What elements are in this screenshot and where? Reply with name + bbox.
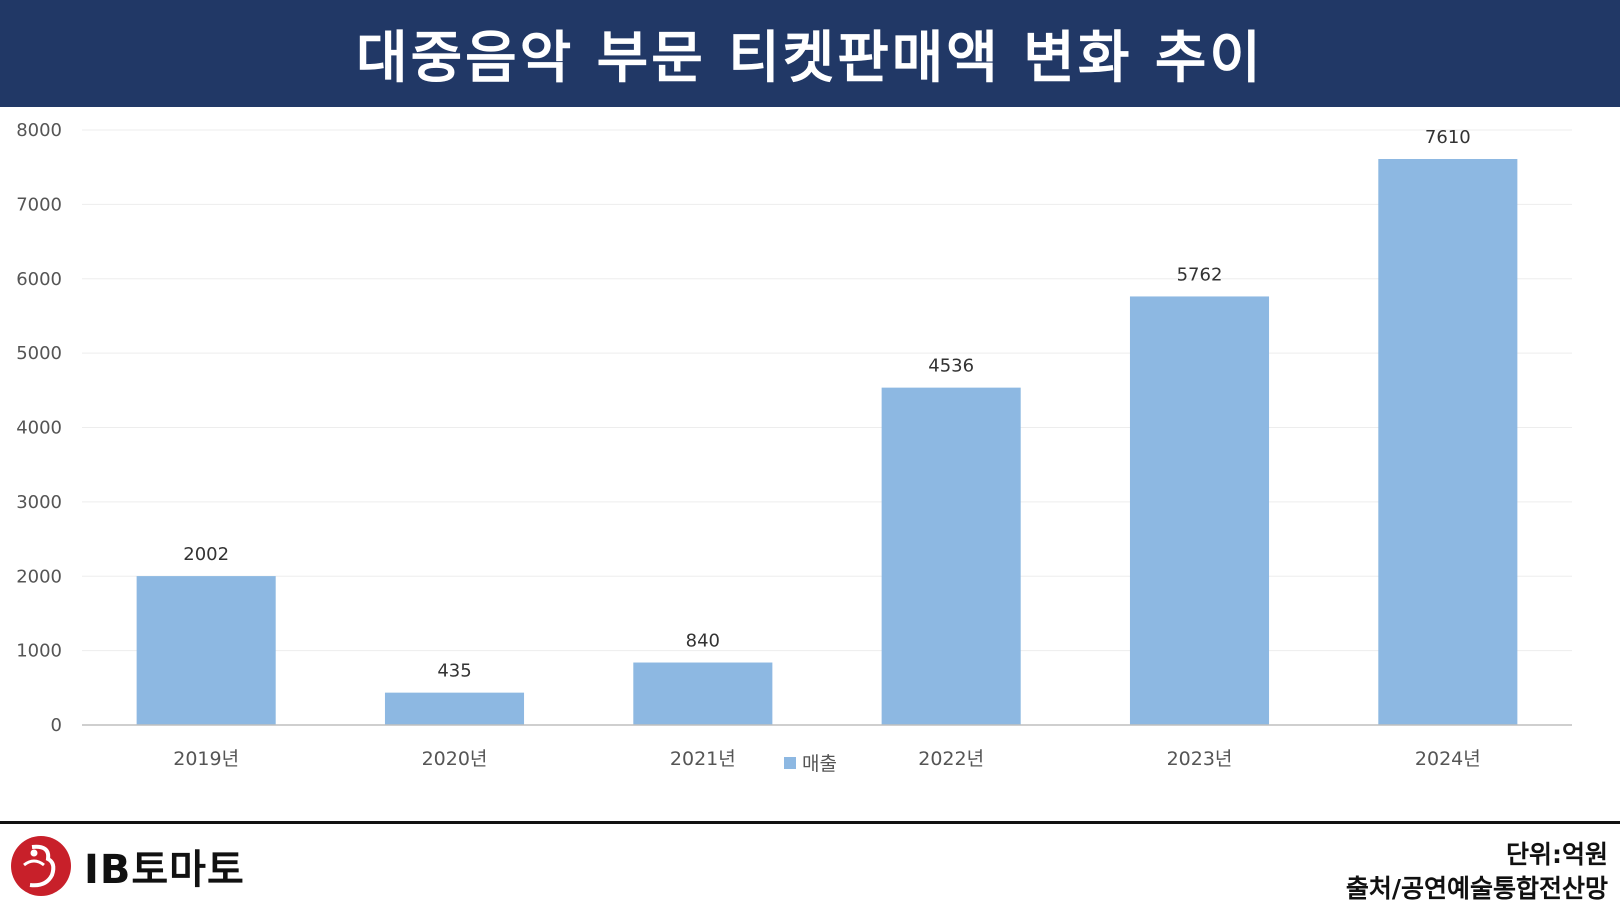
y-tick-label: 8000: [16, 120, 62, 141]
bar-0: [136, 576, 276, 725]
x-axis: 2019년 2020년 2021년 2022년 2023년 2024년: [173, 748, 1481, 770]
data-label: 840: [686, 631, 720, 652]
bar-1: [384, 692, 525, 725]
bar-4: [1129, 296, 1270, 725]
y-tick-label: 4000: [16, 418, 62, 439]
bars: [136, 159, 1518, 726]
y-axis: 0 1000 2000 3000 4000 5000 6000 7000 8000: [16, 120, 62, 736]
y-tick-label: 6000: [16, 269, 62, 290]
x-tick-label: 2024년: [1415, 748, 1481, 770]
logo-text: IB토마토: [84, 847, 245, 893]
bar-chart: 0 1000 2000 3000 4000 5000 6000 7000 8000 2002 43…: [16, 120, 1572, 775]
x-tick-label: 2021년: [670, 748, 736, 770]
bar-5: [1378, 159, 1518, 726]
bar-3: [881, 387, 1021, 725]
x-tick-label: 2022년: [918, 748, 984, 770]
logo-mark-icon: [11, 836, 71, 896]
source-note: 출처/공연예술통합전산망: [1345, 874, 1608, 903]
legend-swatch: [784, 757, 796, 769]
legend-label: 매출: [802, 753, 837, 775]
y-tick-label: 7000: [16, 194, 62, 215]
page-title: 대중음악 부문 티켓판매액 변화 추이: [356, 26, 1264, 91]
unit-note: 단위:억원: [1506, 840, 1608, 869]
y-tick-label: 2000: [16, 566, 62, 587]
data-label: 7610: [1425, 127, 1471, 148]
data-label: 435: [437, 661, 471, 682]
y-tick-label: 1000: [16, 641, 62, 662]
legend: 매출: [784, 753, 837, 775]
data-label: 5762: [1177, 264, 1223, 285]
x-tick-label: 2019년: [173, 748, 239, 770]
bar-2: [633, 662, 773, 725]
y-tick-label: 0: [51, 715, 62, 736]
x-tick-label: 2023년: [1167, 748, 1233, 770]
y-tick-label: 3000: [16, 492, 62, 513]
data-label: 2002: [183, 544, 229, 565]
y-tick-label: 5000: [16, 343, 62, 364]
footer-notes: 단위:억원 출처/공연예술통합전산망: [1346, 838, 1608, 906]
data-label: 4536: [928, 356, 974, 377]
data-labels: 2002 435 840 4536 5762 7610: [183, 127, 1470, 682]
footer-divider: [0, 821, 1620, 824]
grid-lines: [82, 129, 1572, 652]
x-tick-label: 2020년: [422, 748, 488, 770]
chart-header: 대중음악 부문 티켓판매액 변화 추이: [0, 0, 1620, 107]
brand-logo: IB토마토: [10, 834, 245, 898]
